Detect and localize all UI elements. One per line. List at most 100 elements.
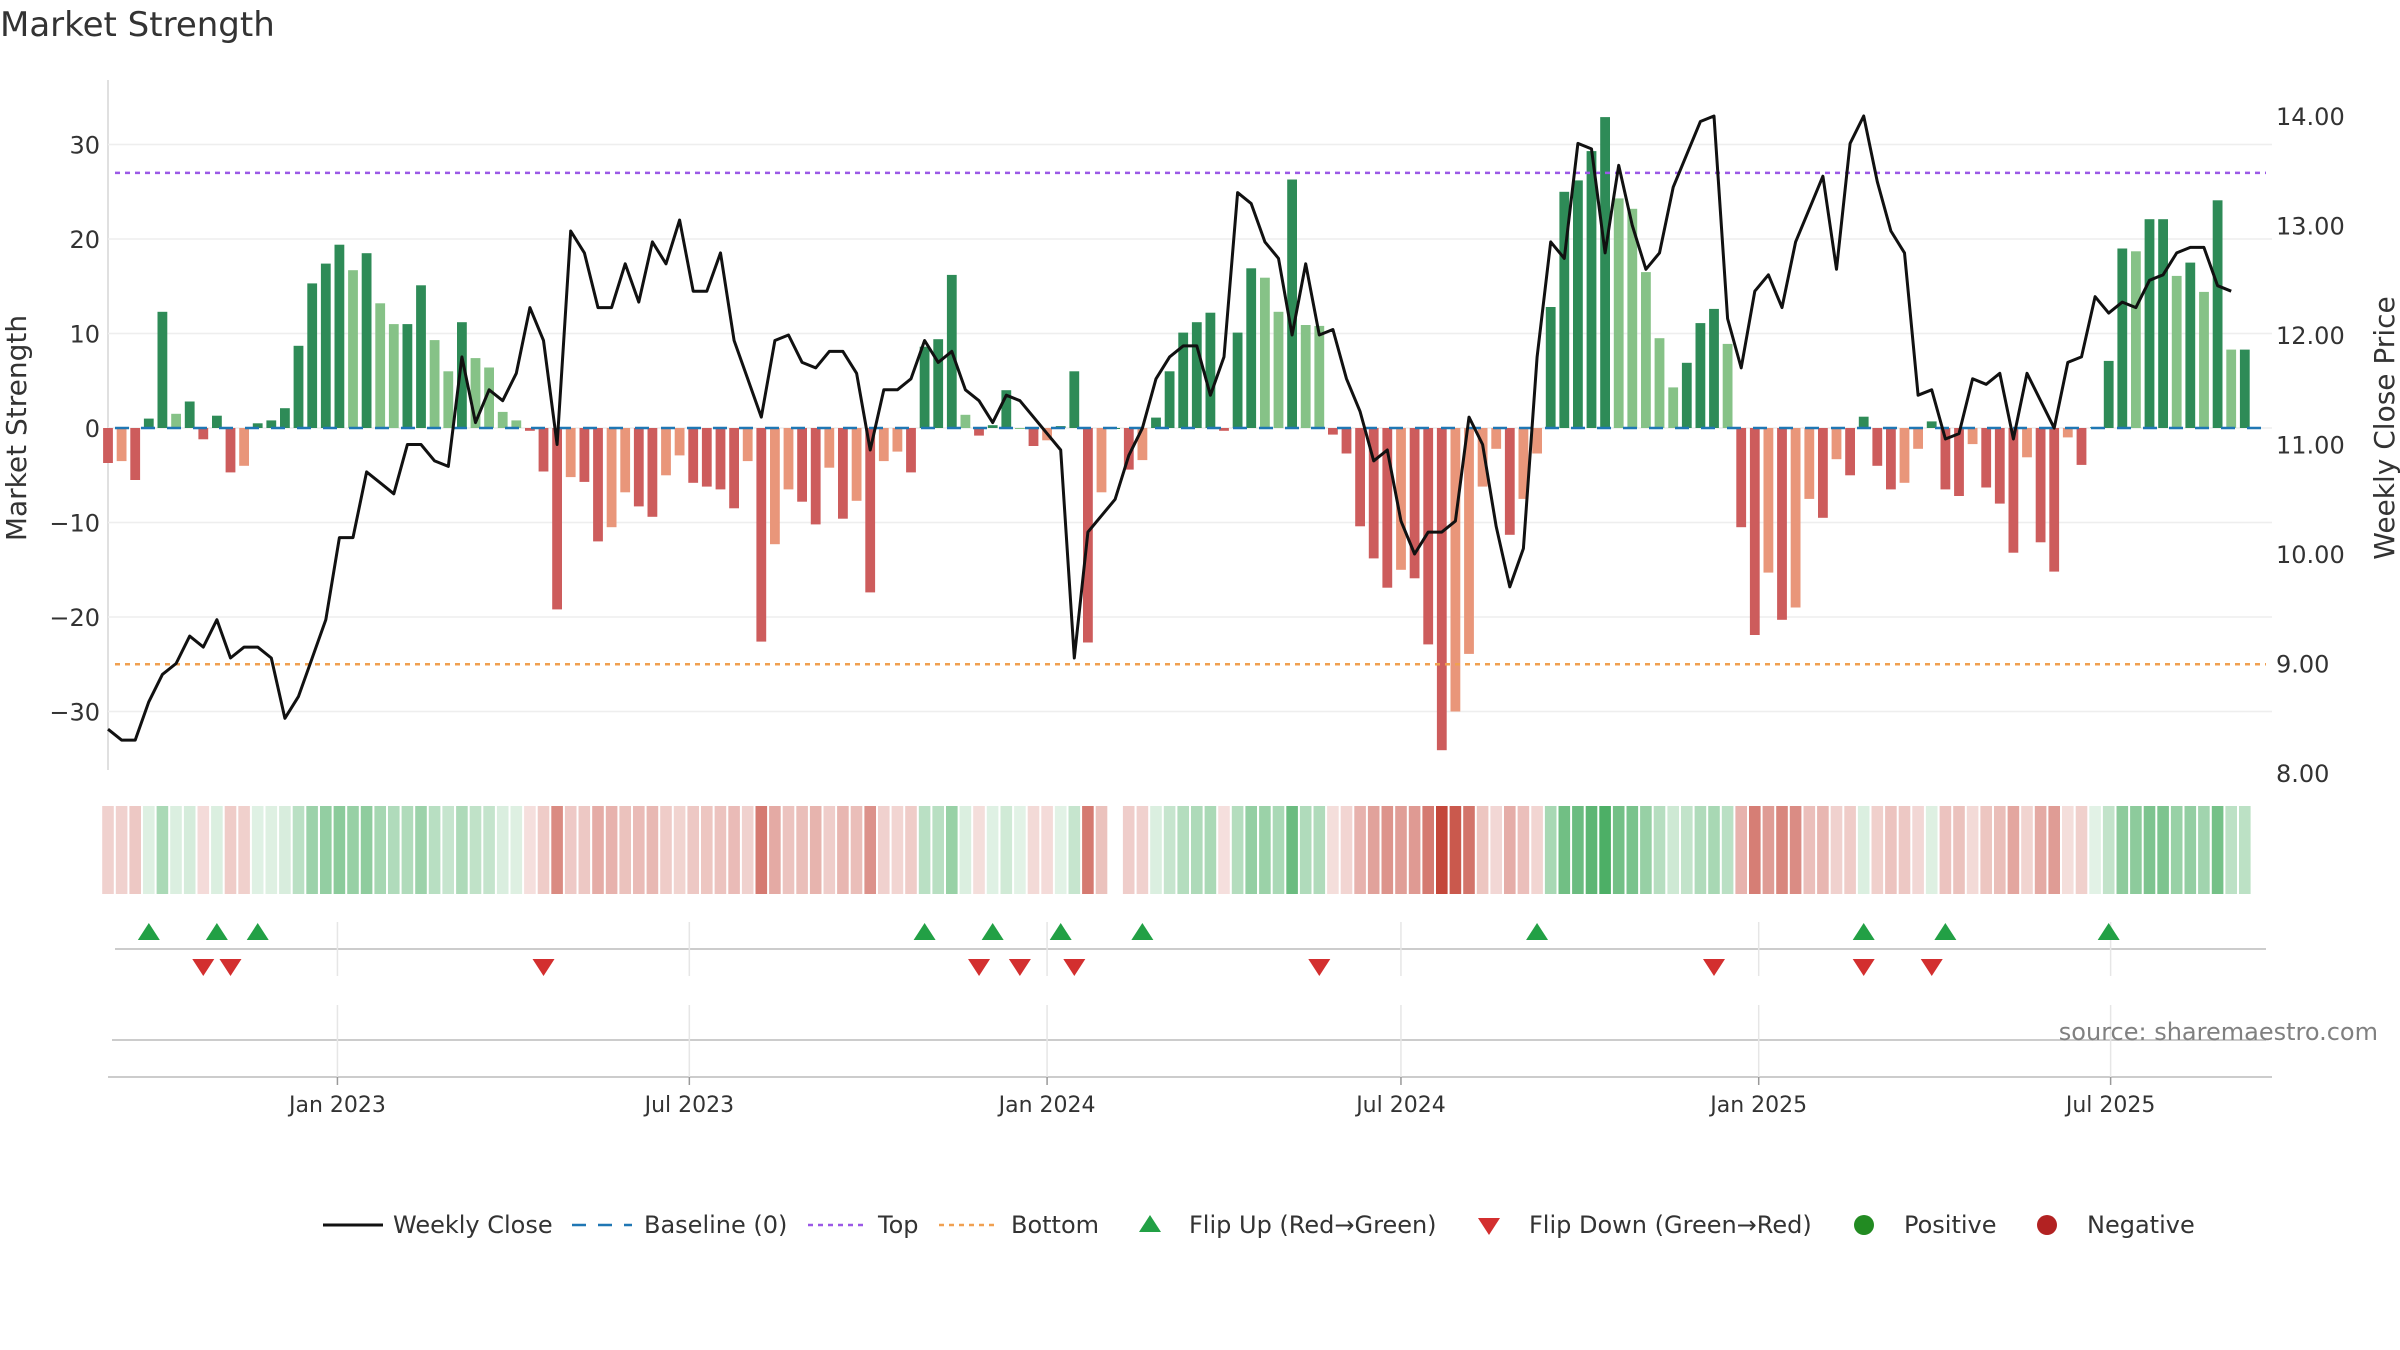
strip-cell bbox=[1177, 806, 1189, 894]
strength-bar bbox=[1872, 428, 1883, 466]
legend-flip-down-swatch bbox=[1478, 1218, 1500, 1235]
strip-cell bbox=[374, 806, 386, 894]
strength-bar bbox=[1586, 151, 1597, 428]
flip-down-marker bbox=[1308, 959, 1331, 976]
strength-bar bbox=[1913, 428, 1923, 449]
flip-up-marker bbox=[2097, 923, 2120, 940]
strip-cell bbox=[2239, 806, 2251, 894]
flip-up-marker bbox=[913, 923, 936, 940]
strip-cell bbox=[1844, 806, 1856, 894]
strength-bar bbox=[1260, 277, 1270, 428]
strip-cell bbox=[442, 806, 454, 894]
strip-cell bbox=[1789, 806, 1802, 894]
strength-bar bbox=[116, 428, 127, 462]
strength-bars bbox=[103, 117, 2250, 751]
strength-bar bbox=[606, 428, 617, 528]
strip-cell bbox=[2198, 806, 2210, 894]
strip-cell bbox=[306, 806, 318, 894]
strip-cell bbox=[769, 806, 781, 894]
strength-bar bbox=[2062, 428, 2073, 438]
strength-bar bbox=[1341, 428, 1352, 454]
strength-bar bbox=[1668, 387, 1679, 428]
strength-bar bbox=[375, 303, 386, 428]
strength-bar bbox=[252, 423, 263, 428]
strip-cell bbox=[1857, 806, 1870, 894]
strength-bar bbox=[552, 428, 562, 610]
strength-bar bbox=[1545, 307, 1556, 428]
strength-bar bbox=[1722, 343, 1733, 428]
left-tick-label: −10 bbox=[49, 510, 100, 538]
strength-bar bbox=[2239, 349, 2250, 428]
strip-cell bbox=[456, 806, 468, 894]
strip-cell bbox=[660, 806, 672, 894]
strip-cell bbox=[1721, 806, 1734, 894]
strip-cell bbox=[592, 806, 604, 894]
left-tick-label: 0 bbox=[85, 415, 100, 443]
strip-cell bbox=[238, 806, 250, 894]
strip-cell bbox=[782, 806, 795, 894]
strength-bar bbox=[457, 322, 467, 428]
strength-bar bbox=[2022, 428, 2032, 458]
strength-bar bbox=[1695, 323, 1706, 428]
strip-cell bbox=[1572, 806, 1584, 894]
strip-cell bbox=[1599, 806, 1611, 894]
strength-bar bbox=[1123, 428, 1134, 470]
strength-bar bbox=[674, 428, 685, 456]
strength-bar bbox=[1396, 428, 1406, 570]
strength-bar bbox=[865, 428, 876, 593]
strength-bar bbox=[797, 428, 807, 502]
strength-bar bbox=[388, 324, 399, 428]
flip-down-marker bbox=[1702, 959, 1725, 976]
legend-top-label: Top bbox=[877, 1211, 919, 1239]
strip-cell bbox=[265, 806, 278, 894]
strip-cell bbox=[646, 806, 659, 894]
legend-negative-swatch bbox=[2037, 1215, 2057, 1235]
strength-bar bbox=[1926, 421, 1937, 428]
strip-cell bbox=[1231, 806, 1244, 894]
strip-cell bbox=[1259, 806, 1271, 894]
strength-bar bbox=[974, 428, 984, 436]
strip-cell bbox=[1490, 806, 1502, 894]
strip-cell bbox=[633, 806, 645, 894]
strip-cell bbox=[251, 806, 264, 894]
strength-bar bbox=[688, 428, 699, 483]
strength-bar bbox=[906, 428, 916, 473]
strength-bar bbox=[633, 428, 644, 507]
strip-cell bbox=[551, 806, 563, 894]
strength-bar bbox=[1096, 428, 1107, 493]
strength-bar bbox=[1028, 428, 1039, 446]
strength-bar bbox=[2117, 248, 2128, 428]
strip-cell bbox=[1136, 806, 1149, 894]
flip-down-markers bbox=[192, 959, 1943, 976]
strip-cell bbox=[1626, 806, 1639, 894]
strip-cell bbox=[415, 806, 427, 894]
strength-bar bbox=[2226, 349, 2237, 428]
strength-bar bbox=[1994, 428, 2005, 504]
strength-bar bbox=[810, 428, 821, 525]
left-axis-ticks: 30 20 10 0 −10 −20 −30 bbox=[49, 132, 100, 727]
strip-cell bbox=[2184, 806, 2197, 894]
left-axis-label: Market Strength bbox=[0, 315, 33, 541]
strip-cell bbox=[1612, 806, 1625, 894]
strip-cell bbox=[1245, 806, 1257, 894]
strength-bar bbox=[1749, 428, 1760, 635]
strength-bar bbox=[1491, 428, 1502, 449]
strip-cell bbox=[796, 806, 808, 894]
strength-bar bbox=[470, 358, 481, 428]
strength-bar bbox=[2103, 360, 2114, 428]
strength-bar bbox=[1219, 428, 1229, 431]
strip-cell bbox=[1463, 806, 1475, 894]
flip-up-marker bbox=[1852, 923, 1875, 940]
right-axis-label: Weekly Close Price bbox=[2368, 296, 2400, 559]
strength-bar bbox=[1423, 428, 1434, 645]
strip-cell bbox=[1082, 806, 1094, 894]
right-axis-ticks: 14.00 13.00 12.00 11.00 10.00 9.00 8.00 bbox=[2276, 103, 2345, 788]
strip-cell bbox=[1000, 806, 1013, 894]
strength-bar bbox=[987, 425, 998, 428]
strength-bar bbox=[184, 401, 195, 428]
strength-bar bbox=[225, 428, 236, 473]
strength-bar bbox=[307, 283, 318, 428]
strength-bar bbox=[1382, 428, 1393, 588]
strip-cell bbox=[1218, 806, 1230, 894]
strength-bar bbox=[280, 408, 290, 428]
